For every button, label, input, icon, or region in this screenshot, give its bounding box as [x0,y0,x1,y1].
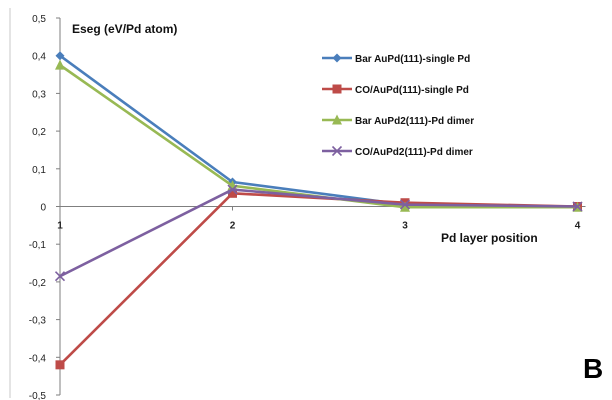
data-point [227,184,238,195]
series-line [59,188,578,278]
legend-item: Bar AuPd(111)-single Pd [322,53,470,65]
legend: Bar AuPd(111)-single Pd CO/AuPd(111)-sing… [322,53,474,158]
legend-marker [332,53,342,63]
y-tick-label: 0,2 [32,127,46,138]
axes: 0,5 0,4 0,3 0,2 0,1 0 -0,1 -0,2 -0,3 -0,4 -0,5 1 2 3 4 [9,8,586,400]
y-tick-label: -0,4 [29,353,47,364]
series-3 [55,59,583,212]
legend-item: CO/AuPd(111)-single Pd [322,84,469,96]
data-point [54,271,66,282]
series-layer [54,51,583,370]
series-2 [55,188,582,370]
data-point [55,360,65,370]
legend-label: CO/AuPd2(111)-Pd dimer [355,147,473,158]
x-axis-label: Pd layer position [441,231,538,245]
legend-marker [332,84,342,94]
x-tick-label: 2 [230,221,236,232]
data-point [55,59,65,70]
x-tick-label: 1 [57,221,63,232]
legend-item: CO/AuPd2(111)-Pd dimer [322,145,473,158]
legend-item: Bar AuPd2(111)-Pd dimer [322,114,474,127]
y-tick-label: 0,1 [32,165,46,176]
data-point [55,51,65,61]
legend-marker [331,145,343,157]
series-4 [54,184,583,282]
data-point [228,188,237,198]
panel-label: B [583,353,603,384]
legend-label: Bar AuPd(111)-single Pd [355,54,470,65]
legend-label: CO/AuPd(111)-single Pd [355,85,469,96]
series-line [59,54,578,208]
data-point [399,199,411,210]
y-tick-label: -0,3 [29,316,47,327]
x-tick-label: 4 [575,221,581,232]
data-point [572,201,583,212]
series-line [59,64,578,209]
y-axis-label: Eseg (eV/Pd atom) [72,22,177,36]
series-1 [55,51,582,211]
data-point [400,201,410,212]
y-tick-label: 0,3 [32,89,46,100]
y-tick-label: -0,2 [29,278,47,289]
series-line [59,192,578,366]
y-tick-label: -0,1 [29,240,47,251]
legend-label: Bar AuPd2(111)-Pd dimer [355,116,474,127]
y-tick-label: 0 [40,203,46,214]
y-tick-label: -0,5 [29,391,47,400]
legend-marker [332,114,342,125]
y-tick-label: 0,5 [32,14,46,25]
x-tick-label: 3 [402,221,408,232]
y-tick-label: 0,4 [32,52,46,63]
